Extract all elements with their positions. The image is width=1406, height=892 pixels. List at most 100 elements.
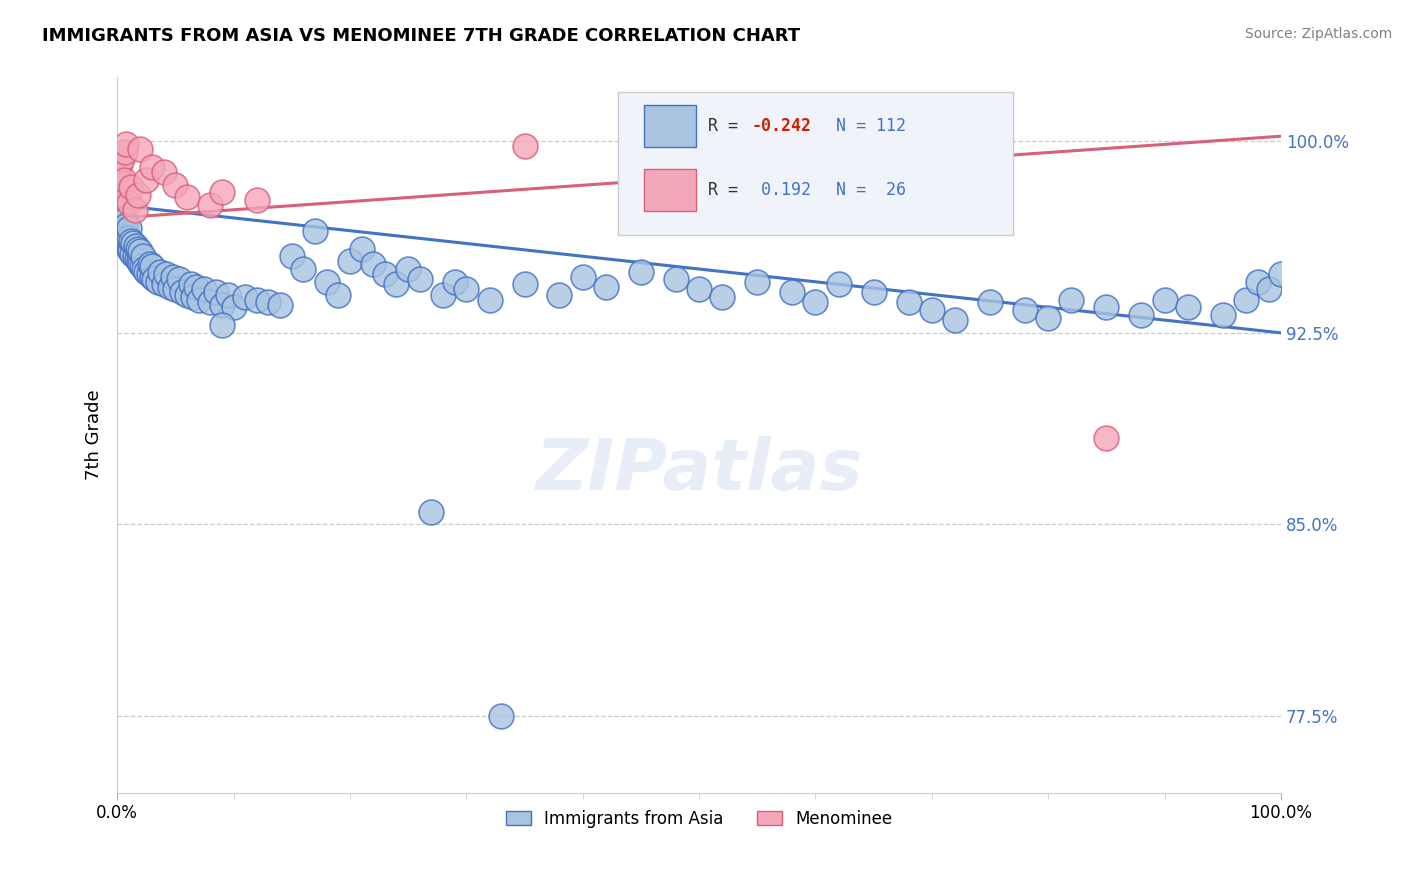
Point <box>107 198 129 212</box>
Point <box>1270 267 1292 281</box>
Point <box>121 246 143 260</box>
Point <box>107 165 129 179</box>
Point <box>828 277 851 292</box>
Point <box>139 257 162 271</box>
Point <box>129 142 152 156</box>
Point <box>1247 275 1270 289</box>
Point <box>222 301 245 315</box>
Point <box>862 142 884 156</box>
Point <box>1258 282 1281 296</box>
Point <box>205 285 228 299</box>
Point <box>200 198 222 212</box>
Point <box>127 188 149 202</box>
Point <box>595 280 617 294</box>
Point <box>1060 293 1083 307</box>
Point <box>328 287 350 301</box>
Point <box>117 236 139 251</box>
Point <box>114 228 136 243</box>
Point <box>162 269 184 284</box>
Point <box>396 262 419 277</box>
Point <box>747 160 769 174</box>
Point <box>513 139 536 153</box>
Point <box>110 208 132 222</box>
Point <box>385 277 408 292</box>
Point <box>665 272 688 286</box>
Point <box>350 242 373 256</box>
Text: R =: R = <box>709 117 748 135</box>
Point <box>129 244 152 259</box>
Point <box>141 269 163 284</box>
Point <box>181 290 204 304</box>
Point <box>149 264 172 278</box>
Point <box>141 260 163 274</box>
Point <box>921 302 943 317</box>
Point <box>111 206 134 220</box>
Point <box>688 282 710 296</box>
Point <box>111 211 134 225</box>
Point <box>1130 308 1153 322</box>
Point <box>114 145 136 159</box>
Point <box>630 264 652 278</box>
Point <box>443 275 465 289</box>
Text: IMMIGRANTS FROM ASIA VS MENOMINEE 7TH GRADE CORRELATION CHART: IMMIGRANTS FROM ASIA VS MENOMINEE 7TH GR… <box>42 27 800 45</box>
Point <box>110 201 132 215</box>
Point <box>943 313 966 327</box>
Point <box>361 257 384 271</box>
Point <box>118 242 141 256</box>
Point <box>146 275 169 289</box>
Point <box>112 224 135 238</box>
Point <box>1014 302 1036 317</box>
Point <box>246 293 269 307</box>
Point <box>131 260 153 274</box>
Point <box>548 287 571 301</box>
Point <box>135 264 157 278</box>
Point <box>108 195 131 210</box>
Point <box>292 262 315 277</box>
Point <box>374 267 396 281</box>
Point <box>217 287 239 301</box>
Point <box>127 242 149 256</box>
Point <box>110 193 132 207</box>
Point <box>111 216 134 230</box>
Point <box>107 190 129 204</box>
Point <box>304 224 326 238</box>
Point <box>132 262 155 277</box>
Point <box>1095 301 1118 315</box>
Point <box>132 249 155 263</box>
Point <box>804 295 827 310</box>
Point <box>120 234 142 248</box>
Point <box>478 293 501 307</box>
Point <box>112 172 135 186</box>
Point <box>118 244 141 259</box>
Point <box>124 203 146 218</box>
Point <box>110 175 132 189</box>
Point <box>211 318 233 333</box>
Point <box>420 505 443 519</box>
Point <box>111 188 134 202</box>
Point <box>186 280 208 294</box>
Point <box>711 290 734 304</box>
Point <box>165 282 187 296</box>
Point <box>456 282 478 296</box>
Point <box>143 272 166 286</box>
Point <box>780 285 803 299</box>
Point <box>1038 310 1060 325</box>
Point <box>122 236 145 251</box>
Point <box>155 267 177 281</box>
Text: ZIPatlas: ZIPatlas <box>536 436 863 505</box>
Point <box>315 275 337 289</box>
Point <box>172 285 194 299</box>
Point <box>257 295 280 310</box>
Point <box>115 136 138 151</box>
Point <box>489 709 512 723</box>
Point <box>152 277 174 292</box>
Point <box>118 195 141 210</box>
Point <box>138 267 160 281</box>
Point <box>141 160 163 174</box>
Point <box>124 249 146 263</box>
Point <box>108 157 131 171</box>
Point <box>1234 293 1257 307</box>
Point <box>112 213 135 227</box>
Point <box>176 190 198 204</box>
Legend: Immigrants from Asia, Menominee: Immigrants from Asia, Menominee <box>499 803 898 834</box>
